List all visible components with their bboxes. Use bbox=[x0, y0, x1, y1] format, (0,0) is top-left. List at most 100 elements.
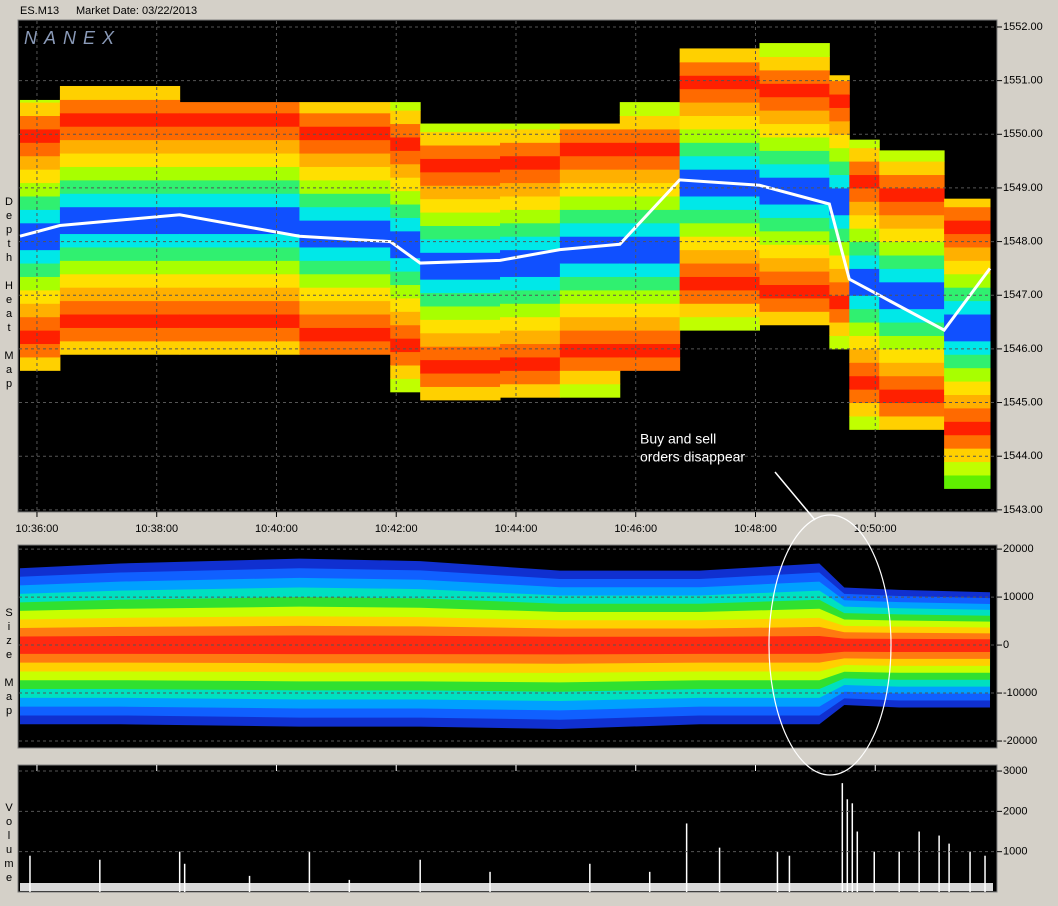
heat-cell bbox=[500, 263, 561, 277]
y-tick-label: 20000 bbox=[1003, 543, 1034, 555]
heat-cell bbox=[879, 187, 945, 202]
heat-cell bbox=[944, 300, 991, 315]
heat-cell bbox=[59, 233, 181, 248]
heat-cell bbox=[19, 99, 61, 103]
heat-cell bbox=[420, 292, 501, 307]
volume-bar bbox=[776, 851, 779, 892]
heat-cell bbox=[619, 343, 681, 358]
heat-cell bbox=[390, 338, 421, 353]
mid-price-line bbox=[19, 178, 992, 333]
heat-cell bbox=[829, 228, 850, 243]
heat-cell bbox=[879, 214, 945, 229]
heat-cell bbox=[19, 276, 61, 291]
heat-cell bbox=[849, 415, 880, 430]
heat-cell bbox=[420, 305, 501, 320]
heat-cell bbox=[759, 110, 830, 125]
x-tick-label: 10:44:00 bbox=[495, 523, 538, 535]
heat-cell bbox=[559, 383, 621, 398]
heat-cell bbox=[759, 284, 830, 299]
heat-cell bbox=[879, 375, 945, 390]
annotation-text: orders disappear bbox=[640, 449, 745, 465]
heat-cell bbox=[759, 69, 830, 84]
heat-cell bbox=[849, 335, 880, 350]
heat-cell bbox=[849, 362, 880, 377]
heat-cell bbox=[390, 311, 421, 326]
heat-cell bbox=[829, 94, 850, 108]
heat-cell bbox=[679, 182, 760, 197]
heat-cell bbox=[619, 289, 681, 304]
heat-cell bbox=[849, 228, 880, 243]
heat-cell bbox=[619, 195, 681, 210]
heat-cell bbox=[679, 249, 760, 264]
heat-cell bbox=[179, 179, 300, 194]
y-tick-label: 1548.00 bbox=[1003, 235, 1043, 247]
heat-cell bbox=[944, 474, 991, 489]
heat-cell bbox=[944, 367, 991, 382]
heat-cell bbox=[559, 330, 621, 345]
heat-cell bbox=[420, 386, 501, 401]
heat-cell bbox=[679, 169, 760, 184]
heat-cell bbox=[299, 327, 391, 342]
heat-cell bbox=[420, 225, 501, 240]
y-tick-label: 2000 bbox=[1003, 805, 1027, 817]
heat-cell bbox=[179, 246, 300, 261]
heat-cell bbox=[944, 314, 991, 328]
heat-cell bbox=[59, 220, 181, 235]
heat-cell bbox=[299, 179, 391, 194]
heat-cell bbox=[390, 204, 421, 218]
heat-cell bbox=[420, 265, 501, 280]
volume-bar bbox=[788, 855, 791, 892]
y-tick-label: 0 bbox=[1003, 639, 1009, 651]
heat-cell bbox=[849, 201, 880, 216]
heat-cell bbox=[179, 314, 300, 328]
heat-cell bbox=[759, 136, 830, 151]
heat-cell bbox=[559, 276, 621, 291]
heat-cell bbox=[390, 136, 421, 151]
heat-cell bbox=[849, 139, 880, 149]
heat-cell bbox=[390, 123, 421, 138]
heat-cell bbox=[390, 163, 421, 178]
heat-cell bbox=[849, 389, 880, 404]
heat-cell bbox=[619, 115, 681, 130]
market-date: Market Date: 03/22/2013 bbox=[76, 5, 197, 17]
y-tick-label: 1543.00 bbox=[1003, 504, 1043, 516]
heat-cell bbox=[849, 295, 880, 310]
heat-cell bbox=[619, 330, 681, 345]
volume-bar bbox=[718, 847, 721, 892]
heat-cell bbox=[944, 448, 991, 463]
x-tick-label: 10:46:00 bbox=[614, 523, 657, 535]
heat-cell bbox=[59, 287, 181, 302]
volume-bar bbox=[183, 863, 186, 892]
heat-cell bbox=[619, 303, 681, 318]
x-tick-label: 10:50:00 bbox=[854, 523, 897, 535]
volume-bar bbox=[99, 859, 101, 892]
heat-cell bbox=[849, 187, 880, 202]
heat-cell bbox=[879, 308, 945, 323]
heat-cell bbox=[559, 249, 621, 264]
heat-cell bbox=[619, 236, 681, 251]
heat-cell bbox=[59, 327, 181, 342]
heat-cell bbox=[299, 340, 391, 355]
heat-cell bbox=[59, 206, 181, 221]
heat-cell bbox=[500, 209, 561, 224]
heat-cell bbox=[19, 289, 61, 304]
heat-cell bbox=[299, 112, 391, 127]
heat-cell bbox=[390, 297, 421, 312]
heat-cell bbox=[420, 158, 501, 173]
heat-cell bbox=[944, 421, 991, 436]
heat-cell bbox=[390, 324, 421, 339]
panel bbox=[17, 764, 998, 893]
heat-cell bbox=[849, 255, 880, 269]
volume-bar bbox=[938, 835, 940, 892]
y-tick-label: 1547.00 bbox=[1003, 289, 1043, 301]
heat-cell bbox=[59, 153, 181, 167]
heat-cell bbox=[500, 222, 561, 237]
y-tick-label: 1544.00 bbox=[1003, 450, 1043, 462]
heat-cell bbox=[849, 161, 880, 176]
heat-cell bbox=[420, 171, 501, 186]
heat-cell bbox=[944, 260, 991, 275]
heat-cell bbox=[500, 142, 561, 157]
size-band bbox=[19, 645, 991, 655]
heat-cell bbox=[829, 295, 850, 310]
heat-cell bbox=[420, 346, 501, 361]
